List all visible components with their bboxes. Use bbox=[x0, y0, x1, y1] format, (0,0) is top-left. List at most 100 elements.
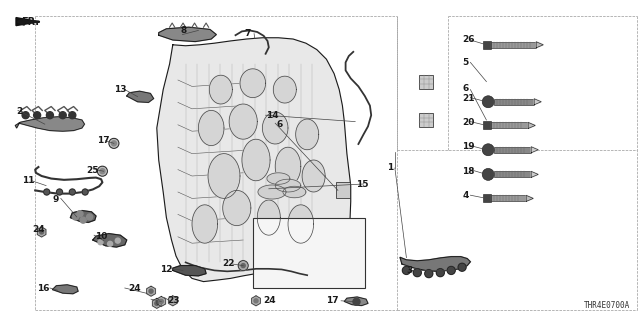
Circle shape bbox=[60, 112, 66, 119]
Bar bbox=[494, 172, 531, 177]
Polygon shape bbox=[147, 286, 156, 296]
Text: THR4E0700A: THR4E0700A bbox=[584, 301, 630, 310]
Polygon shape bbox=[229, 104, 257, 139]
Circle shape bbox=[47, 112, 53, 119]
Polygon shape bbox=[258, 185, 286, 199]
Polygon shape bbox=[52, 285, 78, 294]
Circle shape bbox=[56, 189, 63, 195]
Circle shape bbox=[111, 141, 116, 146]
Polygon shape bbox=[302, 160, 325, 192]
Polygon shape bbox=[16, 18, 40, 26]
Polygon shape bbox=[70, 211, 96, 222]
Bar bbox=[492, 196, 526, 201]
Circle shape bbox=[353, 298, 360, 305]
Text: 17: 17 bbox=[326, 296, 339, 305]
Bar bbox=[483, 194, 492, 203]
Circle shape bbox=[108, 241, 113, 246]
Polygon shape bbox=[157, 38, 351, 282]
Polygon shape bbox=[152, 298, 161, 308]
Text: 24: 24 bbox=[32, 225, 45, 234]
Circle shape bbox=[77, 211, 83, 217]
Text: 17: 17 bbox=[97, 136, 110, 145]
Polygon shape bbox=[198, 110, 224, 146]
Circle shape bbox=[82, 189, 88, 195]
Text: 6: 6 bbox=[276, 120, 283, 129]
Bar bbox=[419, 75, 433, 89]
Bar bbox=[336, 182, 350, 198]
Circle shape bbox=[413, 268, 421, 276]
Circle shape bbox=[238, 260, 248, 271]
Polygon shape bbox=[37, 227, 46, 237]
Circle shape bbox=[34, 112, 40, 119]
Bar bbox=[492, 42, 536, 48]
Circle shape bbox=[155, 301, 159, 305]
Polygon shape bbox=[252, 296, 260, 306]
Polygon shape bbox=[275, 147, 301, 186]
Bar bbox=[483, 41, 492, 49]
Polygon shape bbox=[283, 186, 306, 198]
Text: 20: 20 bbox=[462, 118, 474, 127]
Text: 11: 11 bbox=[22, 176, 35, 185]
Circle shape bbox=[22, 112, 29, 119]
Bar bbox=[494, 99, 534, 105]
Circle shape bbox=[436, 268, 444, 276]
Circle shape bbox=[40, 230, 44, 234]
Text: 14: 14 bbox=[266, 111, 279, 120]
Text: 26: 26 bbox=[462, 36, 475, 44]
Polygon shape bbox=[534, 99, 541, 105]
Text: 21: 21 bbox=[462, 94, 475, 103]
Circle shape bbox=[482, 144, 494, 156]
Polygon shape bbox=[223, 190, 251, 226]
Polygon shape bbox=[400, 257, 470, 271]
Bar bbox=[494, 147, 531, 153]
Text: 13: 13 bbox=[114, 85, 127, 94]
Text: 4: 4 bbox=[462, 191, 468, 200]
Polygon shape bbox=[173, 266, 206, 276]
Text: 19: 19 bbox=[462, 142, 475, 151]
Circle shape bbox=[403, 266, 410, 274]
Polygon shape bbox=[93, 234, 127, 247]
Circle shape bbox=[72, 214, 79, 220]
Circle shape bbox=[149, 289, 153, 293]
Text: 7: 7 bbox=[244, 29, 251, 38]
Circle shape bbox=[86, 214, 93, 220]
Circle shape bbox=[425, 269, 433, 277]
Text: 24: 24 bbox=[264, 296, 276, 305]
Polygon shape bbox=[257, 200, 280, 235]
Bar bbox=[419, 113, 433, 127]
Bar bbox=[483, 121, 492, 129]
Bar bbox=[253, 218, 365, 288]
Circle shape bbox=[97, 166, 108, 176]
Circle shape bbox=[100, 169, 105, 174]
Circle shape bbox=[80, 217, 86, 223]
Polygon shape bbox=[344, 297, 368, 306]
Polygon shape bbox=[528, 123, 535, 128]
Polygon shape bbox=[168, 296, 177, 306]
Polygon shape bbox=[262, 112, 288, 144]
Circle shape bbox=[254, 299, 258, 303]
Text: 2: 2 bbox=[16, 107, 22, 116]
Polygon shape bbox=[273, 76, 296, 103]
Polygon shape bbox=[275, 179, 301, 192]
Polygon shape bbox=[242, 139, 270, 181]
Polygon shape bbox=[526, 196, 533, 201]
Circle shape bbox=[447, 266, 455, 274]
Polygon shape bbox=[531, 147, 538, 153]
Text: 24: 24 bbox=[128, 284, 141, 293]
Polygon shape bbox=[240, 69, 266, 98]
Polygon shape bbox=[208, 154, 240, 198]
Circle shape bbox=[69, 189, 76, 195]
Text: 3: 3 bbox=[406, 266, 413, 275]
Polygon shape bbox=[159, 27, 216, 42]
Text: 9: 9 bbox=[52, 195, 59, 204]
Polygon shape bbox=[536, 42, 543, 48]
Polygon shape bbox=[209, 75, 232, 104]
Circle shape bbox=[159, 300, 163, 303]
Circle shape bbox=[458, 263, 466, 271]
Circle shape bbox=[98, 240, 103, 245]
Bar bbox=[492, 123, 528, 128]
Text: 23: 23 bbox=[168, 296, 180, 305]
Polygon shape bbox=[127, 91, 154, 102]
Polygon shape bbox=[531, 172, 538, 177]
Polygon shape bbox=[288, 205, 314, 243]
